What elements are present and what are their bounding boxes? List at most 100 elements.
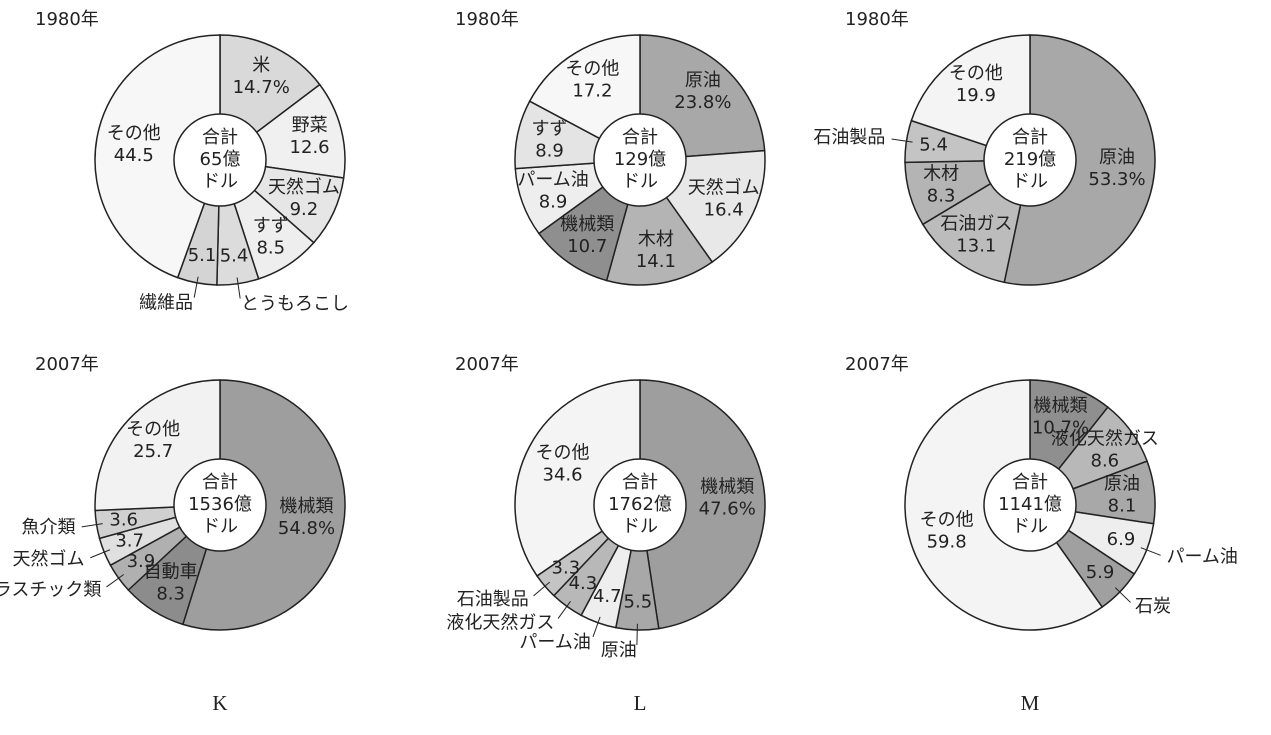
panel-label: M [1021,691,1040,715]
slice-name: 天然ゴム [688,177,760,198]
chart-title: 1980年 [35,9,99,30]
slice-name: とうもろこし [241,294,349,315]
center-circle [593,113,687,207]
chart-title: 1980年 [455,9,519,30]
value-label: 5.1 [188,245,217,266]
slice-name: その他 [949,63,1003,84]
value-label: 3.9 [127,551,156,572]
pie-slice [1003,34,1156,286]
slice-name: その他 [536,442,590,463]
slice-name: すず [253,215,289,236]
slice-name: 機械類 [560,214,614,235]
center-label: ドル [1012,171,1048,192]
slice-name: 石油製品 [457,589,529,610]
value-label: 8.9 [535,141,564,162]
center-label: 合計 [1012,127,1048,148]
leader-line [236,277,241,299]
slice-name: 魚介類 [22,517,76,538]
value-label: 4.7 [593,586,622,607]
pie-slice [639,379,766,630]
value-label: 19.9 [956,85,996,106]
center-label: 合計 [202,472,238,493]
value-label: 5.5 [624,591,653,612]
slice-name: 繊維品 [139,293,193,314]
center-label: ドル [1012,516,1048,537]
leader-line [1140,547,1161,556]
center-circle [173,458,267,552]
value-label: 3.3 [552,557,581,578]
value-label: 44.5 [114,145,154,166]
center-label: ドル [202,171,238,192]
leader-line [81,523,103,528]
center-label: 合計 [202,127,238,148]
value-label: 8.3 [927,186,956,207]
value-label: 34.6 [543,464,583,485]
pie-slice [94,34,221,279]
leader-line [90,549,111,559]
center-label: ドル [202,516,238,537]
center-label: 1141億 [998,494,1062,515]
value-label: 5.4 [919,134,948,155]
slice-name: 石炭 [1135,596,1171,617]
value-label: 8.3 [156,583,185,604]
slice-name: 天然ゴム [268,177,340,198]
chart-title: 2007年 [455,354,519,375]
value-label: 10.7% [1032,418,1089,439]
center-label: 1762億 [608,494,672,515]
slice-name: 機械類 [700,476,754,497]
value-label: 25.7 [133,441,173,462]
slice-name: パーム油 [517,170,588,191]
value-label: 9.2 [290,199,319,220]
value-label: 53.3% [1088,169,1145,190]
slice-name: 原油 [1099,147,1135,168]
value-label: 6.9 [1107,529,1136,550]
leader-line [592,616,601,638]
center-label: 219億 [1004,149,1056,170]
slice-name: 機械類 [280,496,334,517]
slice-name: その他 [565,59,619,80]
value-label: 14.7% [233,77,290,98]
value-label: 47.6% [699,498,756,519]
slice-name: 石油製品 [813,127,885,148]
chart-title: 2007年 [35,354,99,375]
leader-line [891,138,913,143]
chart-title: 2007年 [845,354,909,375]
value-label: 5.4 [220,245,249,266]
slice-name: 木材 [923,164,959,185]
chart-title: 1980年 [845,9,909,30]
slice-name: その他 [126,419,180,440]
slice-name: 天然ゴム [13,549,85,570]
slice-name: 原油 [685,70,721,91]
value-label: 59.8 [927,532,967,553]
value-label: 17.2 [572,81,612,102]
slice-name: 米 [252,55,270,76]
slice-name: パーム油 [519,632,590,653]
slice-name: その他 [107,123,161,144]
center-label: 合計 [622,472,658,493]
value-label: 54.8% [278,518,335,539]
slice-name: パーム油 [1166,547,1237,568]
center-circle [173,113,267,207]
center-label: 合計 [622,127,658,148]
center-label: 129億 [614,149,666,170]
value-label: 13.1 [956,235,996,256]
value-label: 12.6 [290,137,330,158]
leader-line [533,581,551,597]
value-label: 8.9 [539,192,568,213]
slice-name: プラスチック類 [0,580,101,601]
slice-name: 石油ガス [940,213,1012,234]
center-circle [983,113,1077,207]
value-label: 23.8% [674,92,731,113]
center-label: 合計 [1012,472,1048,493]
slice-name: 液化天然ガス [446,613,554,634]
value-label: 8.6 [1091,451,1120,472]
value-label: 8.5 [256,237,285,258]
leader-line [193,276,199,298]
slice-name: 自動車 [144,561,198,582]
value-label: 4.3 [569,573,598,594]
center-label: ドル [622,516,658,537]
leader-line [1114,587,1131,603]
slice-name: 野菜 [292,115,328,136]
pie-slice [514,379,641,577]
